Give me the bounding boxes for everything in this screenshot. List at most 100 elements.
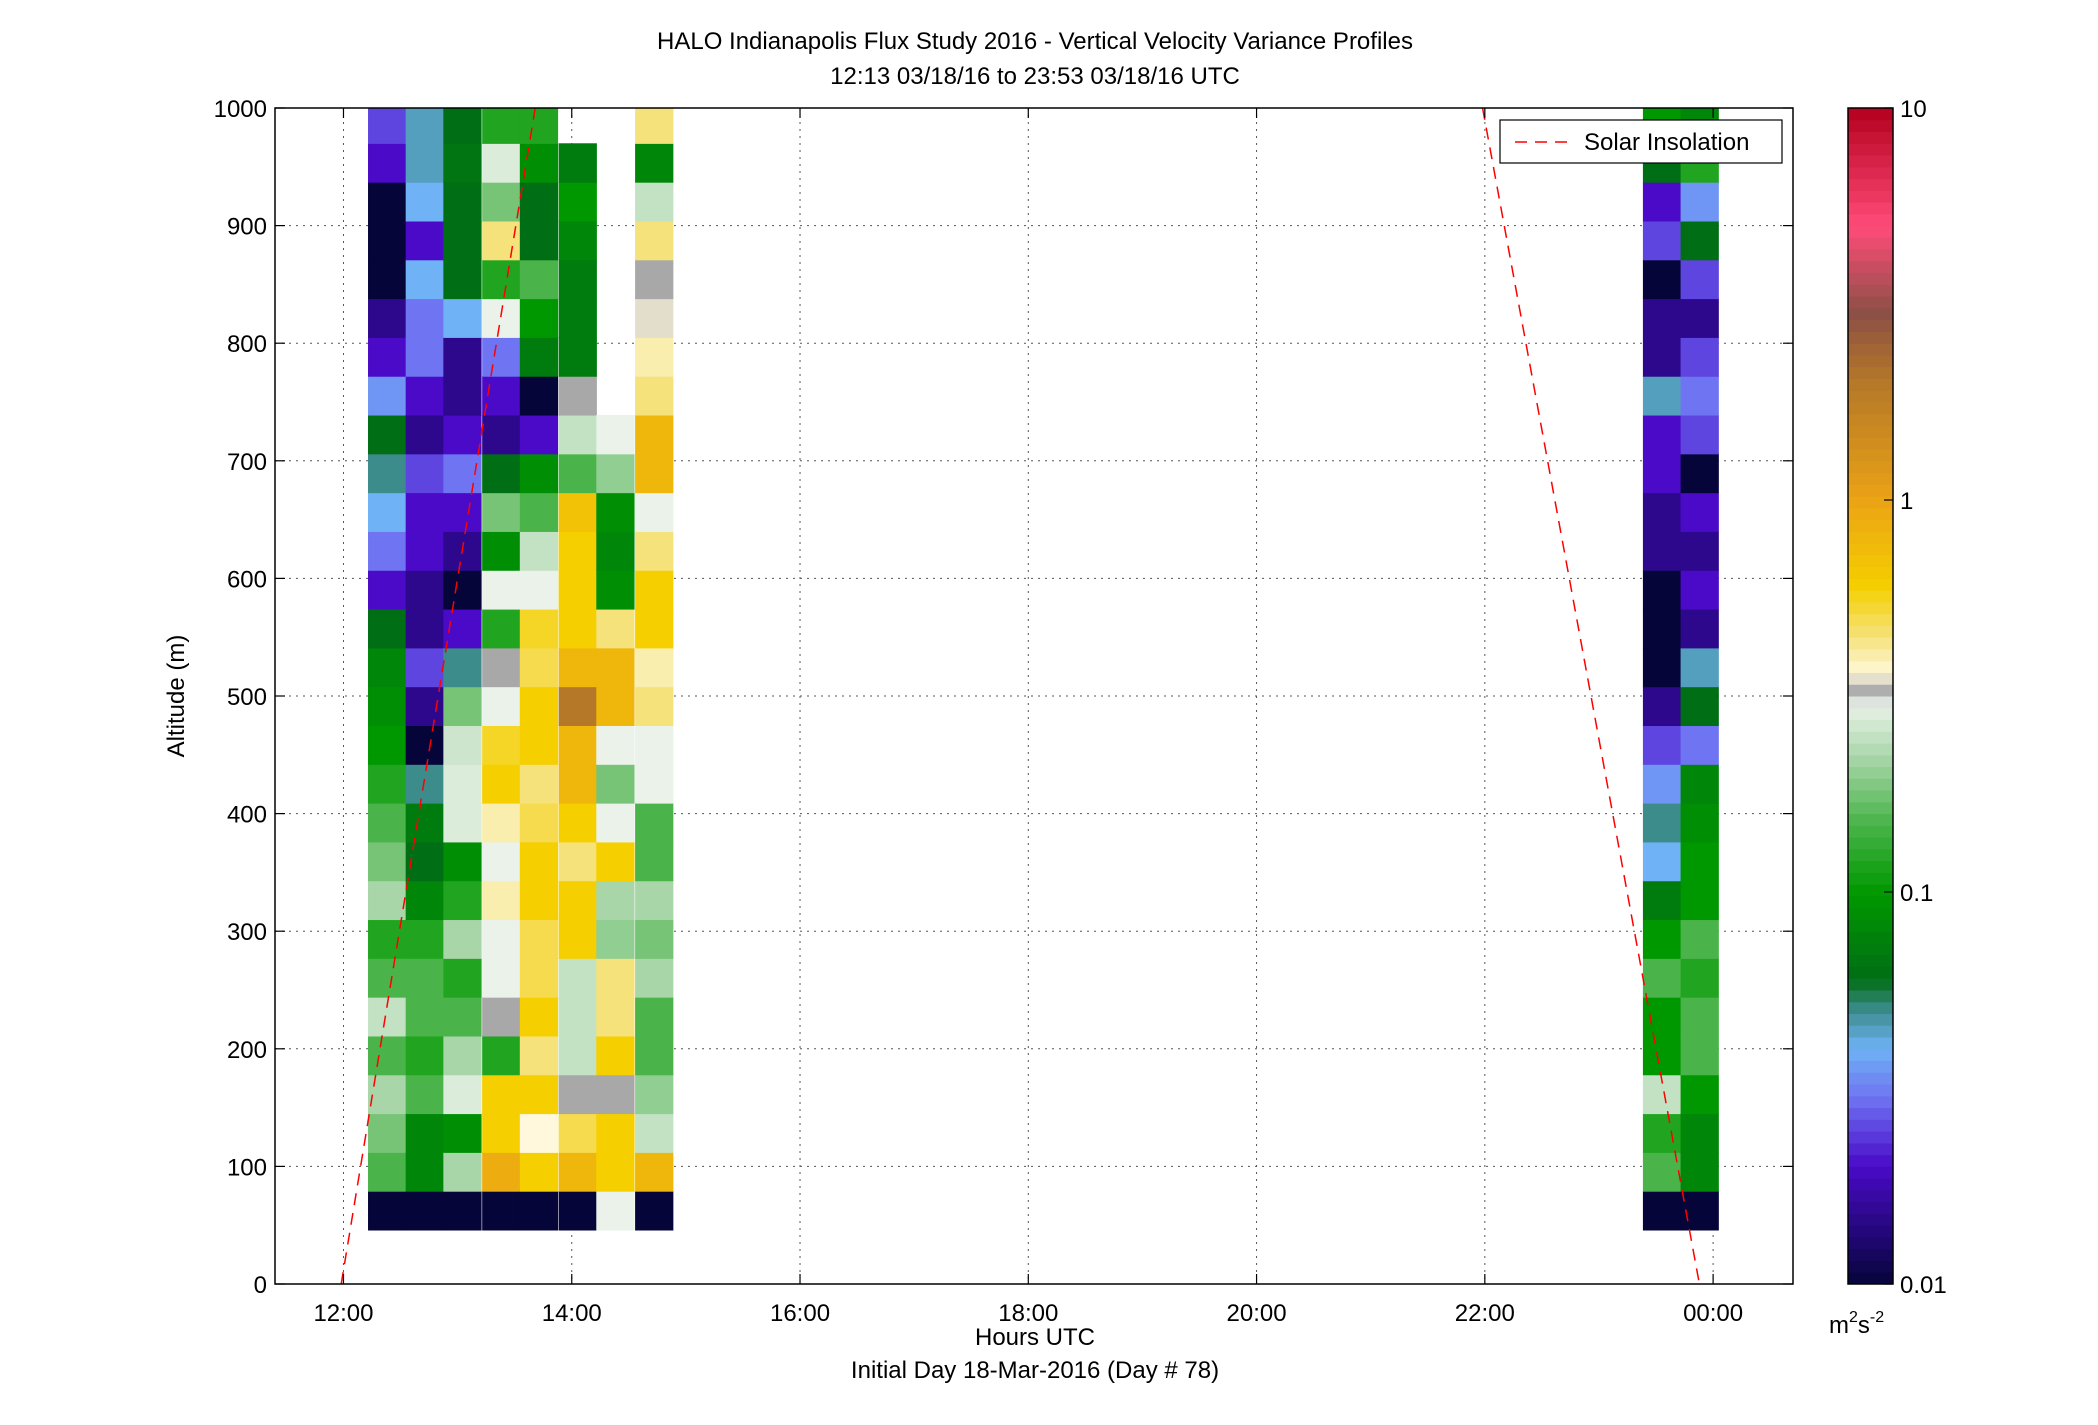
colorbar-step [1848,1225,1893,1238]
heatmap-cell [558,841,597,882]
heatmap-cell [1680,841,1719,882]
heatmap-cell [443,570,482,610]
heatmap-cell [1680,958,1719,998]
heatmap-cell [596,608,635,649]
heatmap-cell [1680,414,1719,455]
heatmap-cell [1642,725,1682,765]
heatmap-cell [558,1191,597,1231]
heatmap-cell [443,841,482,882]
colorbar-step [1848,519,1893,532]
heatmap-cell [519,686,559,726]
heatmap-cell [635,958,674,998]
colorbar-step [1848,907,1893,920]
colorbar-step [1848,625,1893,638]
colorbar-step [1848,1166,1893,1179]
heatmap-cell [1680,1113,1719,1153]
heatmap-cell [596,1113,635,1153]
colorbar-unit-base: m [1829,1312,1849,1339]
heatmap-cell [405,880,444,921]
heatmap-cell [482,531,521,571]
colorbar-step [1848,778,1893,791]
colorbar-step [1848,790,1893,803]
heatmap-cell [482,608,521,649]
y-tick-label: 800 [227,331,267,358]
heatmap-cell [1680,1191,1719,1231]
colorbar-step [1848,637,1893,650]
heatmap-cell [405,220,444,261]
heatmap-cell [482,958,521,998]
heatmap-cell [405,841,444,882]
colorbar-step [1848,1095,1893,1109]
heatmap-cell [635,1035,674,1076]
colorbar-step [1848,296,1893,309]
heatmap-cell [1642,259,1682,300]
heatmap-cell [1642,686,1682,726]
x-axis-label-day: Initial Day 18-Mar-2016 (Day # 78) [851,1357,1219,1384]
colorbar-tick-label: 10 [1900,96,1927,123]
heatmap-cell [443,803,482,843]
heatmap-cell [405,803,444,843]
colorbar-step [1848,166,1893,180]
heatmap-cell [519,376,559,416]
heatmap-cell [482,414,521,455]
heatmap-cell [519,570,559,610]
colorbar-step [1848,307,1893,321]
heatmap-cell [368,220,407,261]
x-axis-label: Hours UTC [975,1324,1095,1351]
y-axis-ticks: 0 100 200 300 400 500 600 700 800 900 1000 [214,96,1793,1299]
colorbar-step [1848,1060,1893,1073]
heatmap-cell [1680,298,1719,338]
heatmap-cell [443,1074,482,1115]
heatmap-cell [1642,570,1682,610]
y-tick-label: 0 [254,1272,267,1299]
x-tick-label: 18:00 [998,1300,1058,1327]
y-tick-label: 500 [227,684,267,711]
heatmap-cell [1642,1035,1682,1076]
heatmap-cell [443,997,482,1037]
x-tick-label: 16:00 [770,1300,830,1327]
colorbar-step [1848,601,1893,615]
heatmap-cell [1680,492,1719,532]
heatmap-cell [635,376,674,416]
heatmap-cell [482,376,521,416]
heatmap-cell [635,414,674,455]
chart-title: HALO Indianapolis Flux Study 2016 - Vert… [657,28,1413,55]
heatmap-cell [443,143,482,183]
heatmap-cell [443,182,482,222]
heatmap-cell [482,880,521,921]
heatmap-cell [1642,958,1682,998]
heatmap-cell [443,764,482,804]
heatmap-cell [635,182,674,222]
heatmap-cell [635,725,674,765]
colorbar-step [1848,213,1893,227]
heatmap-cell [635,997,674,1037]
colorbar-step [1848,272,1893,285]
heatmap-cell [1680,997,1719,1037]
colorbar-step [1848,1107,1893,1120]
heatmap-cell [368,376,407,416]
heatmap-cell [482,841,521,882]
heatmap-cell [405,1074,444,1115]
heatmap-cell [596,1191,635,1231]
colorbar-step [1848,437,1893,450]
heatmap-cell [368,880,407,921]
heatmap-cell [635,531,674,571]
heatmap-cell [596,531,635,571]
heatmap-cell [519,608,559,649]
colorbar-step [1848,1001,1893,1015]
colorbar-step [1848,860,1893,873]
heatmap-cell [482,182,521,222]
colorbar-step [1848,378,1893,391]
heatmap-cell [596,1152,635,1192]
colorbar-step [1848,1142,1893,1156]
heatmap-cell [1642,1113,1682,1153]
heatmap-cell [482,919,521,959]
colorbar-step [1848,390,1893,403]
heatmap-cell [635,1152,674,1192]
heatmap-cell [596,997,635,1037]
heatmap-cell [443,337,482,377]
colorbar-unit-sup1: 2 [1849,1309,1858,1326]
heatmap-cell [405,298,444,338]
colorbar-step [1848,108,1893,121]
